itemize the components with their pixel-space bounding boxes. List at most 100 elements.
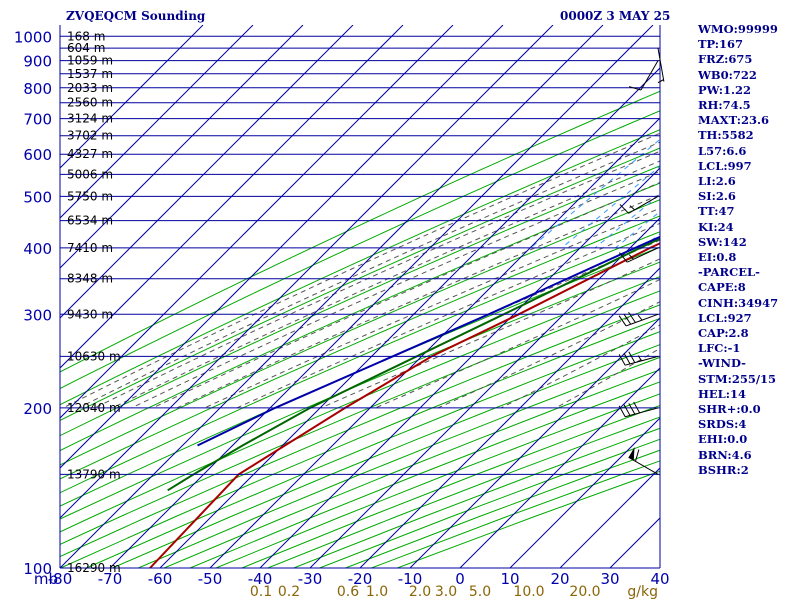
wind-barb-full (635, 449, 640, 462)
wind-barb (618, 311, 659, 327)
wind-barb (618, 401, 659, 418)
wind-barb-staff (657, 48, 665, 82)
temperature-tick-label: 10 (500, 570, 519, 588)
pressure-tick-label: 400 (23, 240, 52, 258)
dry-adiabat-line (60, 90, 660, 373)
isotherm-line (559, 467, 660, 568)
height-label: 7410 m (67, 241, 113, 255)
height-label: 3124 m (67, 112, 113, 126)
index-item: SHR+:0.0 (698, 402, 761, 417)
index-item: FRZ:675 (698, 52, 753, 67)
dry-adiabat-line (60, 147, 660, 421)
isotherm-line (209, 117, 660, 568)
plot-area (60, 25, 800, 568)
wind-barb-half (637, 314, 643, 321)
pressure-tick-label: 300 (23, 306, 52, 324)
moist-adiabat-line (131, 170, 660, 409)
mixing-ratio-label: 0.1 (250, 584, 272, 600)
isotherm-line (409, 317, 660, 568)
temperature-tick-label: -10 (398, 570, 423, 588)
pressure-tick-label: 100 (23, 560, 52, 578)
moist-adiabat-line (62, 132, 660, 409)
pressure-tick-label: 700 (23, 111, 52, 129)
isotherm-line (309, 217, 660, 568)
wind-barb-full (623, 313, 632, 325)
height-label: 3702 m (67, 129, 113, 143)
index-item: SW:142 (698, 234, 747, 249)
wind-barb-staff (625, 407, 659, 418)
pressure-tick-label: 1000 (14, 28, 52, 46)
wind-barb-full (628, 351, 636, 363)
pressure-tick-label: 800 (23, 80, 52, 98)
isotherm-line (60, 25, 604, 568)
moist-adiabat-line (320, 258, 660, 409)
pressure-tick-label: 900 (23, 53, 52, 71)
index-item: MAXT:23.6 (698, 113, 769, 128)
height-label: 9430 m (67, 307, 113, 321)
wind-barb-full (628, 311, 636, 323)
height-label: 2560 m (67, 96, 113, 110)
wind-barb-flag (628, 446, 635, 461)
isotherm-line (459, 367, 660, 568)
height-label: 604 m (67, 41, 105, 55)
pressure-unit-label: mb (34, 570, 58, 588)
mixing-ratio-line (795, 25, 800, 248)
isotherm-line (60, 25, 454, 419)
isotherm-line (60, 25, 204, 169)
station-title: ZVQEQCM Sounding (66, 9, 206, 23)
index-item: TP:167 (698, 37, 744, 52)
height-label: 16290 m (67, 561, 121, 575)
wind-barb-staff (628, 456, 659, 475)
temperature-tick-label: -80 (48, 570, 73, 588)
temperature-tick-label: 20 (550, 570, 569, 588)
wind-barb-staff (640, 60, 659, 91)
dewpoint-profile (167, 237, 660, 492)
index-item: LCL:927 (698, 310, 752, 325)
dry-adiabat-line (60, 182, 660, 452)
moist-adiabat-line (94, 150, 660, 409)
wind-barb (618, 351, 659, 366)
isotherm-line (159, 67, 660, 568)
height-label: 10630 m (67, 349, 121, 363)
isotherm-line (60, 25, 254, 219)
index-item: CINH:34947 (698, 295, 779, 310)
wind-barb (619, 247, 659, 263)
mixing-ratio-label: 10.0 (513, 584, 544, 600)
wind-barb-half (629, 205, 635, 211)
index-item: KI:24 (698, 219, 734, 234)
dry-adiabat-line (112, 344, 660, 568)
wind-barb (657, 48, 665, 84)
height-label: 13790 m (67, 467, 121, 481)
mixing-ratio-label: 5.0 (469, 584, 491, 600)
moist-adiabat-line (78, 141, 660, 409)
moist-adiabat-line (152, 181, 660, 409)
index-item: LFC:-1 (698, 341, 741, 356)
dry-adiabat-line (60, 165, 660, 437)
mixing-ratio-label: 2.0 (409, 584, 431, 600)
height-label: 5006 m (67, 167, 113, 181)
index-item: STM:255/15 (698, 371, 777, 386)
moist-adiabat-line (112, 160, 660, 409)
mixing-ratio-line (530, 138, 660, 249)
dry-adiabat-line (60, 276, 660, 533)
index-item: SRDS:4 (698, 417, 747, 432)
height-label: 1537 m (67, 67, 113, 81)
index-item: -WIND- (698, 356, 746, 371)
index-item: L57:6.6 (698, 143, 747, 158)
dry-adiabat-line (86, 331, 660, 568)
index-item: -PARCEL- (698, 265, 760, 280)
height-label: 2033 m (67, 81, 113, 95)
isotherm-line (60, 25, 504, 469)
height-label: 6534 m (67, 214, 113, 228)
height-label: 8348 m (67, 272, 113, 286)
dry-adiabat-line (60, 261, 660, 520)
mixing-ratio-line (783, 25, 800, 248)
wind-barb-full (619, 204, 629, 214)
height-label: 12040 m (67, 401, 121, 415)
dry-adiabat-line (60, 129, 660, 406)
pressure-tick-label: 500 (23, 188, 52, 206)
isotherm-line (359, 267, 660, 568)
temperature-tick-label: 40 (650, 570, 669, 588)
isotherm-line (60, 25, 554, 519)
